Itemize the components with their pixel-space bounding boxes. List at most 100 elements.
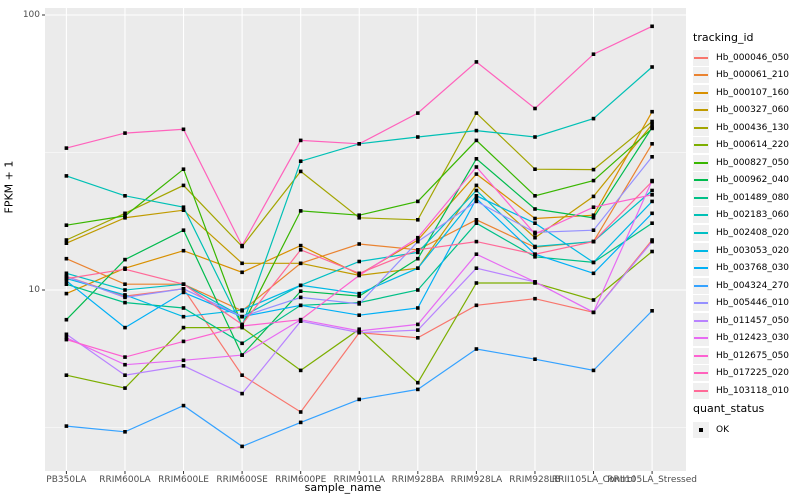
legend-key-line-icon	[693, 137, 709, 154]
data-point	[64, 424, 69, 428]
data-point	[533, 244, 537, 249]
legend-item-Hb_002408_020: Hb_002408_020	[693, 225, 789, 242]
data-point	[181, 339, 186, 344]
data-point	[416, 111, 420, 115]
data-point	[298, 368, 303, 373]
data-point	[357, 313, 361, 317]
data-point	[591, 260, 596, 265]
data-point	[591, 310, 596, 315]
series-color-swatch	[694, 126, 708, 129]
x-tick-label-RRIM928LA: RRIM928LA	[450, 475, 503, 485]
data-point	[591, 194, 596, 199]
legend-item-label: Hb_003053_020	[716, 245, 790, 256]
legend-item-label: Hb_000827_050	[716, 157, 790, 168]
data-point	[298, 138, 303, 143]
data-point	[474, 347, 479, 351]
data-point	[650, 65, 654, 69]
data-point	[240, 243, 244, 248]
data-point	[474, 194, 479, 198]
data-point	[591, 271, 596, 276]
x-tick-label-RRII105LA_Control: RRII105LA_Control	[551, 475, 636, 485]
legend-item-Hb_004324_270: Hb_004324_270	[693, 277, 789, 294]
series-color-swatch	[694, 109, 708, 112]
data-point	[474, 188, 479, 193]
data-point	[240, 391, 244, 396]
data-point	[591, 216, 596, 220]
data-point	[416, 250, 420, 255]
data-point	[240, 270, 244, 275]
data-point	[416, 328, 420, 332]
legend-item-Hb_012675_050: Hb_012675_050	[693, 347, 789, 364]
legend-key-line-icon	[693, 154, 709, 171]
data-point	[64, 276, 69, 281]
data-point	[123, 355, 127, 359]
data-point	[416, 336, 420, 340]
data-point	[416, 322, 420, 327]
data-point	[533, 106, 537, 111]
data-point	[650, 119, 654, 124]
data-point	[357, 259, 361, 264]
data-point	[298, 410, 303, 414]
legend-item-label: Hb_004324_270	[716, 280, 790, 291]
series-color-swatch	[694, 337, 708, 340]
data-point	[357, 216, 361, 220]
series-color-swatch	[694, 74, 708, 77]
legend-title-tracking-id: tracking_id	[693, 31, 754, 44]
data-point	[298, 317, 303, 322]
series-color-swatch	[694, 56, 708, 59]
data-point	[298, 303, 303, 308]
data-point	[474, 165, 479, 169]
legend-key-line-icon	[693, 295, 709, 312]
data-point	[416, 266, 420, 270]
data-point	[123, 288, 127, 292]
legend-item-label: Hb_001489_080	[716, 192, 790, 203]
data-point	[416, 387, 420, 392]
legend-key-line-icon	[693, 277, 709, 294]
data-point	[357, 291, 361, 296]
data-point	[123, 386, 127, 390]
data-point	[650, 309, 654, 313]
data-point	[240, 373, 244, 377]
data-point	[591, 228, 596, 232]
legend-item-label: Hb_003768_030	[716, 263, 790, 274]
panel-background	[45, 8, 686, 471]
x-tick-label-RRIM600LA: RRIM600LA	[99, 475, 151, 485]
legend-item-label: Hb_000107_160	[716, 87, 790, 98]
data-point	[533, 167, 537, 171]
data-point	[474, 196, 479, 201]
legend-item-Hb_017225_020: Hb_017225_020	[693, 365, 789, 382]
data-point	[181, 306, 186, 310]
data-point	[240, 341, 244, 346]
data-point	[240, 314, 244, 319]
data-point	[181, 403, 186, 408]
x-axis-title: sample_name	[304, 481, 382, 494]
series-color-swatch	[694, 91, 708, 94]
data-point	[474, 138, 479, 143]
series-color-swatch	[694, 196, 708, 199]
legend-item-Hb_000827_050: Hb_000827_050	[693, 154, 789, 171]
legend-item-Hb_011457_050: Hb_011457_050	[693, 312, 789, 329]
series-color-swatch	[694, 161, 708, 164]
legend-key-line-icon	[693, 119, 709, 136]
data-point	[181, 167, 186, 171]
legend-key-line-icon	[693, 49, 709, 66]
data-point	[533, 221, 537, 225]
data-point	[416, 288, 420, 292]
data-point	[181, 228, 186, 232]
data-point	[181, 290, 186, 295]
legend-item-Hb_005446_010: Hb_005446_010	[693, 295, 789, 312]
data-point	[591, 167, 596, 172]
data-point	[416, 306, 420, 310]
legend-key-line-icon	[693, 260, 709, 277]
data-point	[240, 353, 244, 357]
legend-item-label: Hb_000046_050	[716, 52, 790, 63]
data-point	[416, 235, 420, 240]
quant-marker	[699, 427, 703, 432]
data-point	[591, 239, 596, 244]
data-point	[64, 271, 69, 276]
data-point	[474, 281, 479, 285]
legend-item-Hb_103118_010: Hb_103118_010	[693, 382, 789, 399]
legend-item-Hb_000436_130: Hb_000436_130	[693, 119, 789, 136]
data-point	[474, 128, 479, 133]
legend-item-Hb_000046_050: Hb_000046_050	[693, 49, 789, 66]
